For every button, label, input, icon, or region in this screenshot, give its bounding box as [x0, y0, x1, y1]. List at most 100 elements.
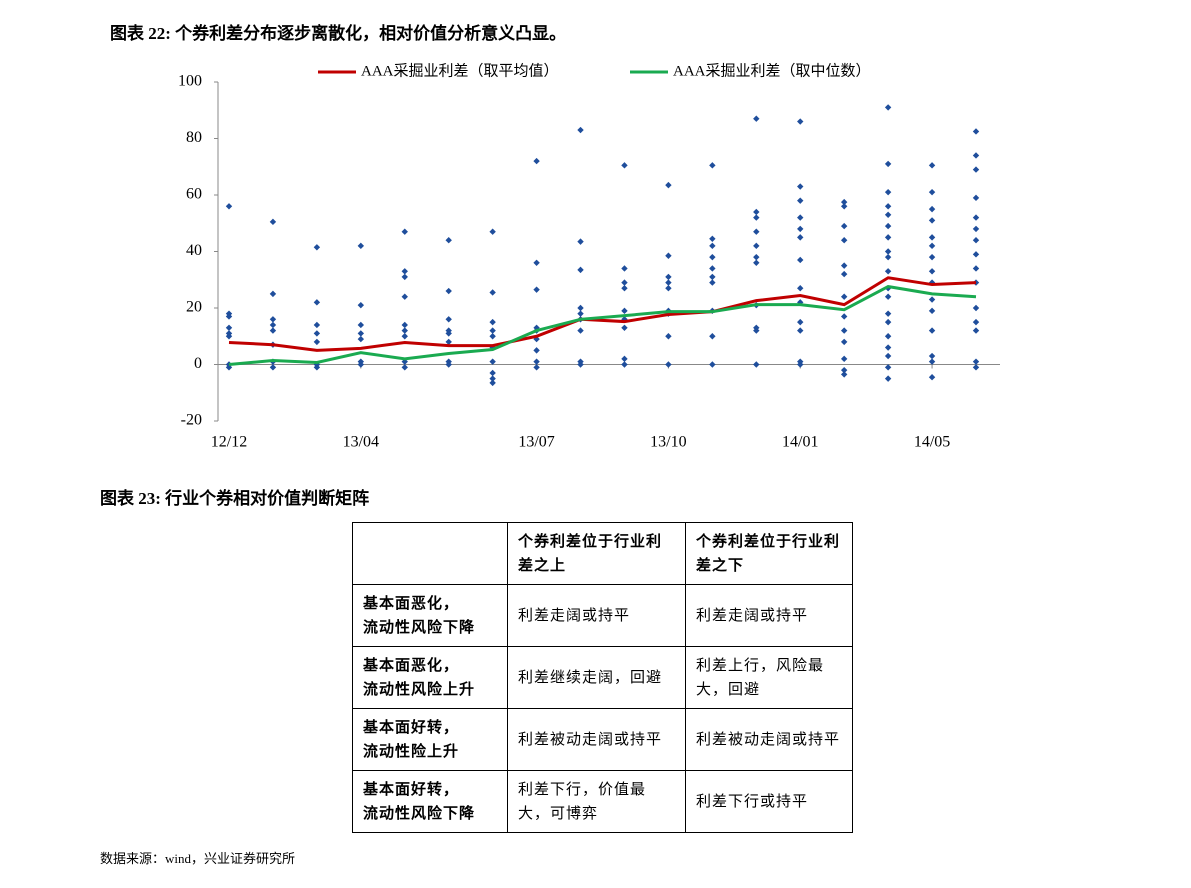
scatter-point — [357, 361, 365, 368]
scatter-point — [709, 361, 716, 368]
scatter-point — [797, 299, 804, 306]
scatter-point — [840, 366, 848, 374]
row-header-line: 基本面恶化， — [363, 657, 460, 674]
scatter-point — [225, 333, 233, 340]
x-tick-label: 13/10 — [650, 434, 686, 451]
scatter-point — [884, 293, 892, 300]
table-row: 基本面好转， 流动性风险下降 利差下行，价值最大，可博弈 利差下行或持平 — [352, 770, 853, 833]
table-cell: 利差走阔或持平 — [685, 584, 853, 647]
table-cell: 利差被动走阔或持平 — [507, 708, 686, 771]
scatter-point — [357, 242, 365, 250]
scatter-point — [797, 327, 804, 334]
scatter-point — [357, 335, 365, 343]
scatter-point — [840, 262, 848, 269]
scatter-point — [928, 268, 936, 275]
scatter-point — [928, 205, 936, 213]
x-tick-label: 14/05 — [914, 434, 950, 451]
scatter-point — [972, 304, 980, 312]
scatter-point — [709, 162, 716, 169]
table-row: 基本面好转， 流动性险上升 利差被动走阔或持平 利差被动走阔或持平 — [352, 708, 853, 771]
scatter-point — [884, 104, 892, 111]
row-header: 基本面好转， 流动性风险下降 — [352, 770, 508, 833]
scatter-point — [577, 361, 584, 368]
scatter-point — [533, 364, 540, 371]
row-header: 基本面恶化， 流动性风险下降 — [352, 584, 508, 647]
scatter-point — [972, 128, 980, 135]
scatter-point — [884, 333, 892, 340]
scatter-point — [489, 289, 496, 296]
scatter-point — [269, 364, 277, 371]
scatter-point — [797, 118, 804, 125]
scatter-point — [621, 279, 628, 286]
scatter-point — [884, 352, 892, 360]
table-cell: 利差上行，风险最大，回避 — [685, 646, 853, 709]
scatter-point — [709, 333, 716, 340]
scatter-point — [928, 358, 936, 365]
scatter-point — [621, 285, 628, 292]
scatter-point — [621, 265, 628, 272]
x-tick-label: 13/04 — [343, 434, 379, 451]
scatter-point — [884, 268, 892, 275]
scatter-point — [928, 217, 936, 224]
scatter-point — [928, 352, 936, 360]
y-tick-label: 0 — [194, 355, 202, 372]
scatter-point — [445, 287, 452, 295]
scatter-point — [840, 355, 848, 363]
table-header: 个券利差位于行业利差之上 — [507, 522, 686, 585]
scatter-point — [665, 181, 672, 189]
scatter-point — [225, 364, 233, 371]
scatter-point — [972, 358, 980, 365]
scatter-point — [489, 369, 496, 377]
scatter-point — [797, 183, 804, 190]
scatter-point — [928, 296, 936, 303]
scatter-point — [884, 222, 892, 230]
scatter-point — [401, 321, 408, 329]
row-header-line: 基本面恶化， — [363, 595, 460, 612]
y-tick-label: 60 — [186, 186, 202, 203]
scatter-point — [313, 330, 321, 337]
scatter-point — [621, 307, 628, 315]
scatter-point — [313, 244, 321, 251]
scatter-point — [489, 379, 496, 387]
scatter-point — [445, 237, 452, 244]
scatter-point — [269, 321, 277, 329]
series-line — [228, 284, 977, 366]
scatter-point — [621, 361, 628, 368]
scatter-point — [797, 318, 804, 326]
scatter-point — [533, 347, 540, 354]
scatter-point — [928, 162, 936, 169]
scatter-point — [972, 237, 980, 244]
scatter-point — [840, 198, 848, 206]
scatter-point — [928, 374, 936, 381]
scatter-point — [401, 327, 408, 334]
scatter-point — [884, 211, 892, 218]
scatter-point — [665, 285, 672, 292]
scatter-point — [972, 327, 980, 334]
scatter-point — [884, 203, 892, 210]
scatter-point — [884, 160, 892, 168]
scatter-point — [709, 235, 716, 242]
scatter-point — [401, 268, 408, 275]
scatter-point — [797, 225, 804, 233]
scatter-point — [840, 237, 848, 244]
scatter-point — [753, 361, 760, 368]
scatter-point — [225, 324, 233, 331]
scatter-point — [225, 203, 233, 210]
scatter-point — [840, 293, 848, 300]
table-cell: 利差下行或持平 — [685, 770, 853, 833]
scatter-point — [972, 152, 980, 159]
scatter-point — [884, 188, 892, 196]
scatter-point — [445, 338, 452, 346]
scatter-point — [928, 188, 936, 196]
scatter-point — [884, 318, 892, 326]
row-header-line: 基本面好转， — [363, 781, 460, 798]
chart: -20 0 20 40 60 80 100 12/12 13/04 13/07 13/10 14/01… — [178, 62, 1000, 451]
scatter-point — [840, 203, 848, 210]
scatter-point — [269, 290, 277, 298]
scatter-point — [884, 234, 892, 241]
scatter-point — [401, 273, 408, 281]
scatter-point — [533, 259, 540, 266]
scatter-point — [313, 321, 321, 329]
scatter-point — [709, 279, 716, 286]
scatter-point — [972, 251, 980, 258]
